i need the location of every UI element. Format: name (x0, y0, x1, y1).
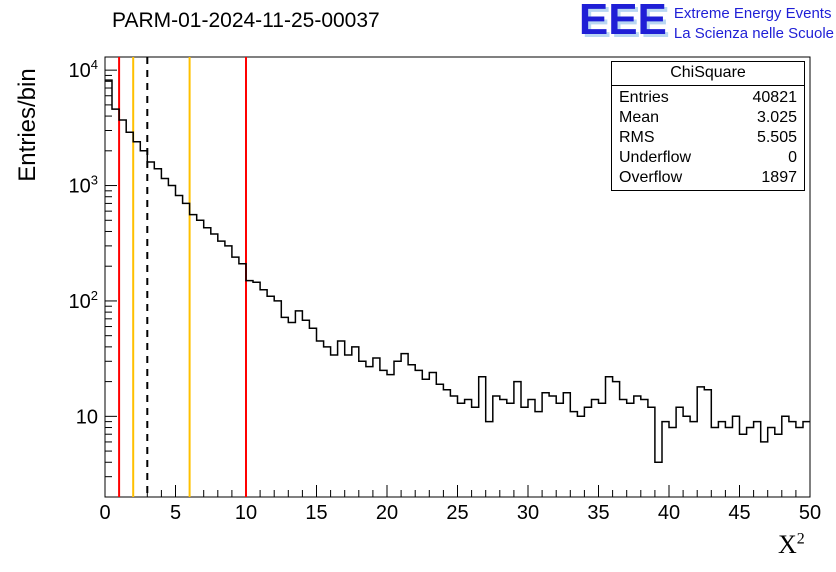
stats-box-title: ChiSquare (612, 62, 804, 86)
eee-logo-line2: La Scienza nelle Scuole (673, 24, 834, 42)
x-axis-title-exponent: 2 (796, 530, 805, 548)
eee-logo-subtext: Extreme Energy Events La Scienza nelle S… (674, 2, 834, 43)
y-tick-label: 103 (69, 173, 98, 198)
y-tick-label: 102 (69, 288, 98, 313)
stats-row: RMS 5.505 (619, 129, 797, 146)
eee-logo: EEE Extreme Energy Events La Scienza nel… (578, 0, 834, 44)
x-tick-label: 45 (728, 502, 750, 524)
stats-table: Entries 40821 Mean 3.025 RMS 5.505 Underflow 0 O… (612, 88, 804, 188)
plot-title: PARM-01-2024-11-25-00037 (112, 9, 380, 32)
x-tick-label: 10 (235, 502, 257, 524)
stats-row: Underflow 0 (619, 149, 797, 166)
x-tick-label: 15 (305, 502, 327, 524)
histogram-line (105, 79, 810, 464)
x-axis-title-base: X (778, 530, 797, 559)
y-axis-title: Entries/bin (14, 68, 41, 182)
stats-row: Mean 3.025 (619, 109, 797, 126)
x-tick-label: 20 (376, 502, 398, 524)
stats-row: Entries 40821 (619, 89, 797, 106)
x-axis-title: X2 (778, 530, 805, 560)
x-tick-label: 50 (799, 502, 821, 524)
x-tick-label: 0 (99, 502, 110, 524)
x-tick-label: 30 (517, 502, 539, 524)
y-tick-label: 10 (76, 406, 98, 428)
stats-box: ChiSquare Entries 40821 Mean 3.025 RMS 5.505 U… (611, 61, 805, 191)
x-tick-label: 5 (170, 502, 181, 524)
x-tick-label: 40 (658, 502, 680, 524)
x-tick-label: 35 (587, 502, 609, 524)
y-tick-label: 104 (69, 57, 98, 82)
eee-logo-line1: Extreme Energy Events (673, 5, 832, 22)
eee-logo-text: EEE (578, 0, 667, 44)
stats-row: Overflow 1897 (619, 169, 797, 186)
x-tick-label: 25 (446, 502, 468, 524)
